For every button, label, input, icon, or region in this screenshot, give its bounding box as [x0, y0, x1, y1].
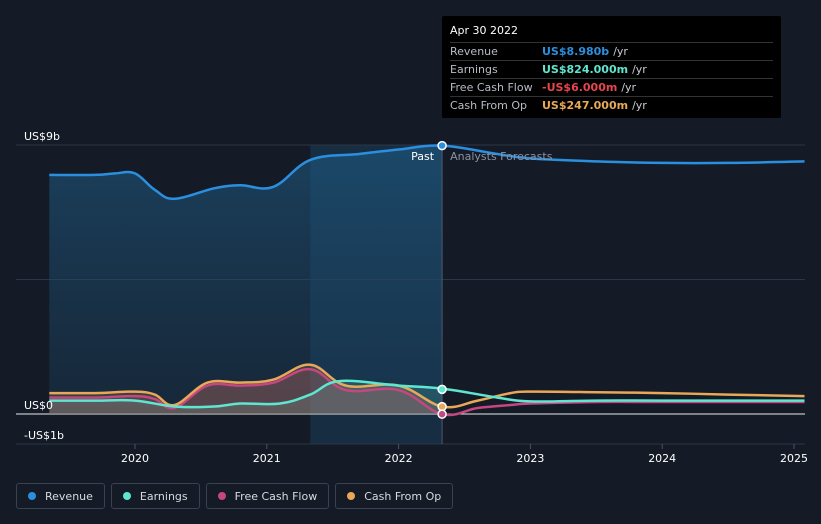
x-tick-label: 2021	[253, 452, 281, 465]
legend-label: Revenue	[45, 489, 93, 503]
tooltip-row-cash-from-op: Cash From Op US$247.000m /yr	[450, 96, 773, 114]
tooltip-unit: /yr	[621, 81, 637, 94]
free-cash-flow-dot-icon	[217, 492, 226, 500]
series-line-revenue	[49, 144, 805, 201]
series-line-earnings	[49, 379, 805, 409]
cash-from-op-dot-icon	[347, 492, 356, 500]
chart-canvas: Past Analysts Forecasts US$9bUS$0-US$1b …	[16, 130, 808, 465]
tooltip-label: Free Cash Flow	[450, 81, 533, 94]
tooltip-value: -US$6.000m	[542, 81, 618, 94]
series-area-revenue	[49, 145, 443, 414]
tooltip-unit: /yr	[632, 63, 647, 76]
marker-free-cash-flow	[437, 409, 447, 419]
legend-label: Free Cash Flow	[234, 489, 318, 503]
past-label: Past	[411, 150, 435, 163]
tooltip-row-revenue: Revenue US$8.980b /yr	[450, 42, 773, 60]
y-axis-label: -US$1b	[24, 429, 64, 442]
series-line-cash-from-op	[49, 363, 805, 409]
tooltip-row-free-cash-flow: Free Cash Flow -US$6.000m /yr	[450, 78, 773, 96]
y-axis-label: US$0	[24, 399, 53, 412]
tooltip-value: US$824.000m	[542, 63, 629, 76]
legend-item-free-cash-flow[interactable]: Free Cash Flow	[205, 483, 330, 509]
x-tick-label: 2020	[121, 452, 149, 465]
tooltip-label: Cash From Op	[450, 99, 528, 112]
chart-legend: Revenue Earnings Free Cash Flow Cash Fro…	[16, 483, 454, 509]
marker-earnings	[437, 384, 447, 395]
tooltip-date: Apr 30 2022	[450, 24, 519, 37]
legend-item-revenue[interactable]: Revenue	[16, 483, 105, 509]
marker-cash-from-op	[437, 401, 447, 412]
data-tooltip: Apr 30 2022 Revenue US$8.980b /yr Earnin…	[442, 16, 781, 118]
tooltip-label: Revenue	[450, 45, 498, 58]
legend-item-cash-from-op[interactable]: Cash From Op	[335, 483, 454, 509]
tooltip-value: US$8.980b	[542, 45, 610, 58]
legend-item-earnings[interactable]: Earnings	[110, 483, 200, 509]
revenue-dot-icon	[28, 492, 36, 500]
forecast-label: Analysts Forecasts	[450, 150, 553, 163]
tooltip-row-earnings: Earnings US$824.000m /yr	[450, 60, 773, 78]
y-axis-label: US$9b	[24, 130, 60, 143]
x-tick-label: 2025	[780, 452, 808, 465]
x-tick-label: 2022	[385, 452, 413, 465]
tooltip-value: US$247.000m	[542, 99, 629, 112]
legend-label: Cash From Op	[364, 489, 442, 503]
x-tick-label: 2024	[648, 452, 676, 465]
legend-label: Earnings	[139, 489, 188, 503]
marker-revenue	[437, 140, 447, 151]
tooltip-unit: /yr	[632, 99, 647, 112]
x-tick-label: 2023	[516, 452, 544, 465]
tooltip-label: Earnings	[450, 63, 498, 76]
earnings-dot-icon	[122, 492, 131, 500]
tooltip-unit: /yr	[613, 45, 628, 58]
series-line-free-cash-flow	[49, 367, 805, 417]
